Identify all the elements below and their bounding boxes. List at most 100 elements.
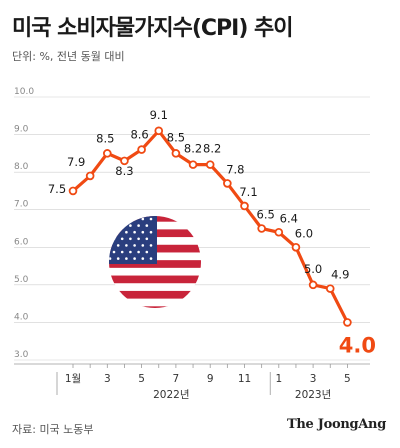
x-tick-label: 11 (238, 373, 251, 385)
flag-star (141, 257, 145, 260)
flag-star (109, 230, 112, 234)
data-point (171, 149, 181, 158)
flag-star (133, 217, 136, 221)
x-tick-label: 3 (310, 373, 317, 385)
grid-layer: 10.0 9.0 8.0 7.0 6.0 5.0 4.0 3.0 (14, 87, 370, 361)
flag-star (120, 224, 124, 227)
data-point (274, 227, 284, 237)
data-point (154, 126, 164, 136)
y-tick-label: 10.0 (14, 87, 34, 97)
data-label: 9.1 (150, 108, 168, 122)
flag-star (141, 230, 145, 234)
data-point (291, 242, 301, 252)
flag-star (125, 217, 128, 221)
flag-star (125, 230, 128, 234)
data-label: 7.1 (239, 185, 257, 199)
flag-star (141, 217, 145, 221)
data-label: 6.5 (257, 208, 275, 222)
flag-star (133, 244, 136, 247)
flag-star (125, 257, 128, 260)
data-point (68, 186, 78, 196)
flag-star (125, 244, 128, 247)
data-label: 6.4 (280, 211, 298, 225)
data-label: 8.5 (167, 130, 185, 144)
flag-star (129, 250, 132, 254)
year-label-2023: 2023년 (295, 389, 331, 401)
flag-star (141, 244, 145, 247)
data-label: 8.3 (115, 164, 133, 178)
flag-star (133, 230, 136, 234)
data-label: 4.9 (331, 268, 349, 282)
data-point (257, 224, 266, 233)
y-tick-label: 9.0 (14, 125, 29, 135)
flag-star (112, 224, 116, 227)
flag-stripe (109, 275, 201, 284)
source-note: 자료: 미국 노동부 (12, 423, 94, 436)
x-tick-label: 7 (173, 373, 180, 385)
flag-star (137, 237, 140, 241)
data-label: 8.5 (96, 131, 114, 145)
y-tick-label: 8.0 (14, 162, 29, 172)
flag-star (120, 237, 124, 241)
chart-title: 미국 소비자물가지수(CPI) 추이 (12, 16, 294, 41)
data-label-layer: 7.57.98.58.38.69.18.58.2 8.27.87.16.5 6.46… (48, 108, 376, 358)
flag-star (116, 230, 120, 234)
flag-star (137, 224, 140, 227)
x-tick-label: 5 (138, 373, 145, 385)
flag-star (149, 244, 153, 247)
data-label-latest: 4.0 (339, 333, 376, 357)
x-tick-label: 1월 (65, 373, 81, 385)
flag-star (133, 257, 136, 260)
flag-star (149, 257, 153, 260)
data-point (308, 280, 318, 290)
flag-star (109, 217, 112, 221)
flag-star (116, 257, 120, 260)
data-point (103, 149, 112, 158)
data-label: 8.2 (184, 142, 202, 156)
data-point (85, 171, 95, 181)
year-label-2022: 2022년 (153, 389, 189, 401)
flag-star (129, 224, 132, 227)
data-label: 5.0 (304, 262, 322, 276)
data-label: 7.9 (67, 155, 85, 169)
data-point (188, 160, 198, 169)
data-point (137, 145, 146, 154)
flag-stripe (109, 290, 201, 299)
y-tick-label: 5.0 (14, 275, 29, 285)
chart-subtitle: 단위: %, 전년 동월 대비 (12, 50, 125, 63)
x-tick-label: 9 (207, 373, 214, 385)
y-tick-label: 6.0 (14, 237, 29, 247)
y-tick-label: 4.0 (14, 312, 29, 322)
flag-stripe (109, 306, 201, 308)
y-tick-label: 7.0 (14, 200, 29, 210)
flag-star (137, 250, 140, 254)
us-flag-icon (109, 216, 201, 308)
data-point (223, 179, 232, 188)
data-point (240, 201, 249, 211)
data-label: 6.0 (295, 226, 313, 240)
flag-star (109, 244, 112, 247)
flag-star (145, 250, 149, 254)
series-point-layer (68, 126, 352, 327)
flag-star (116, 244, 120, 247)
data-label: 8.6 (130, 128, 148, 142)
flag-star (112, 237, 116, 241)
data-point (205, 160, 215, 169)
flag-star (145, 237, 149, 241)
brand-logo: The JoongAng (287, 417, 386, 432)
y-tick-label: 3.0 (14, 350, 29, 360)
flag-star (116, 217, 120, 221)
x-tick-label: 3 (104, 373, 111, 385)
x-tick-label: 5 (344, 373, 351, 385)
data-point (343, 318, 352, 327)
flag-star (149, 217, 153, 221)
data-point (325, 284, 335, 293)
data-label: 8.2 (203, 142, 221, 156)
x-tick-label: 1 (275, 373, 282, 385)
flag-star (120, 250, 124, 254)
flag-star (145, 224, 149, 227)
data-label: 7.8 (226, 162, 244, 176)
flag-star (109, 257, 112, 260)
